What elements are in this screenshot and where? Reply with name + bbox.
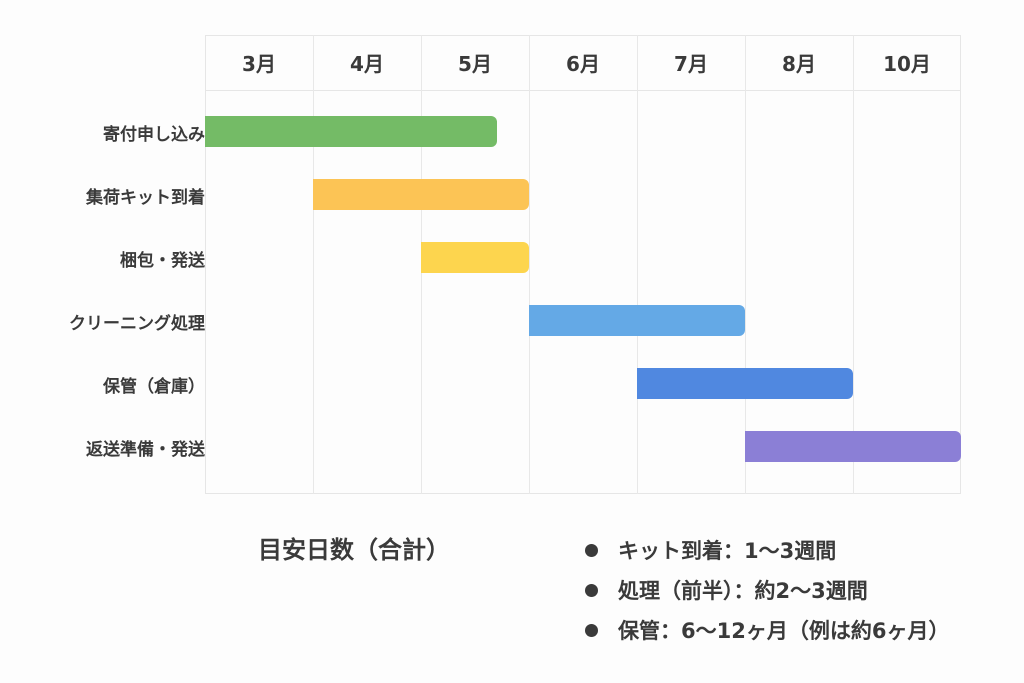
task-label: 集荷キット到着	[86, 187, 205, 208]
month-header: 3月	[242, 52, 276, 76]
month-header: 8月	[782, 52, 816, 76]
task-label: クリーニング処理	[69, 313, 205, 334]
grid-line	[853, 35, 854, 494]
task-label: 寄付申し込み	[103, 124, 205, 145]
month-header: 4月	[350, 52, 384, 76]
task-label: 保管（倉庫）	[103, 376, 205, 397]
task-label: 返送準備・発送	[86, 439, 205, 460]
month-header: 7月	[674, 52, 708, 76]
grid-line	[637, 35, 638, 494]
month-header: 5月	[458, 52, 492, 76]
grid-line	[529, 35, 530, 494]
bullet-dot-icon	[585, 543, 598, 557]
grid-line	[745, 35, 746, 494]
bullet-dot-icon	[585, 583, 598, 597]
summary-title: 目安日数（合計）	[258, 536, 450, 564]
summary-bullets: キット到着：1〜3週間 処理（前半）：約2〜3週間 保管：6〜12ヶ月（例は約6…	[585, 530, 949, 650]
header-divider	[205, 90, 961, 91]
task-bar	[745, 431, 961, 462]
task-label: 梱包・発送	[120, 250, 205, 271]
month-header: 6月	[566, 52, 600, 76]
task-bar	[421, 242, 529, 273]
month-header: 10月	[883, 52, 931, 76]
bullet-dot-icon	[585, 623, 598, 637]
bullet-item: 処理（前半）：約2〜3週間	[585, 570, 949, 610]
task-bar	[205, 116, 497, 147]
task-bar	[313, 179, 529, 210]
grid-line	[313, 35, 314, 494]
bullet-item: キット到着：1〜3週間	[585, 530, 949, 570]
task-bar	[529, 305, 745, 336]
gantt-grid	[205, 35, 961, 494]
bullet-item: 保管：6〜12ヶ月（例は約6ヶ月）	[585, 610, 949, 650]
task-bar	[637, 368, 853, 399]
